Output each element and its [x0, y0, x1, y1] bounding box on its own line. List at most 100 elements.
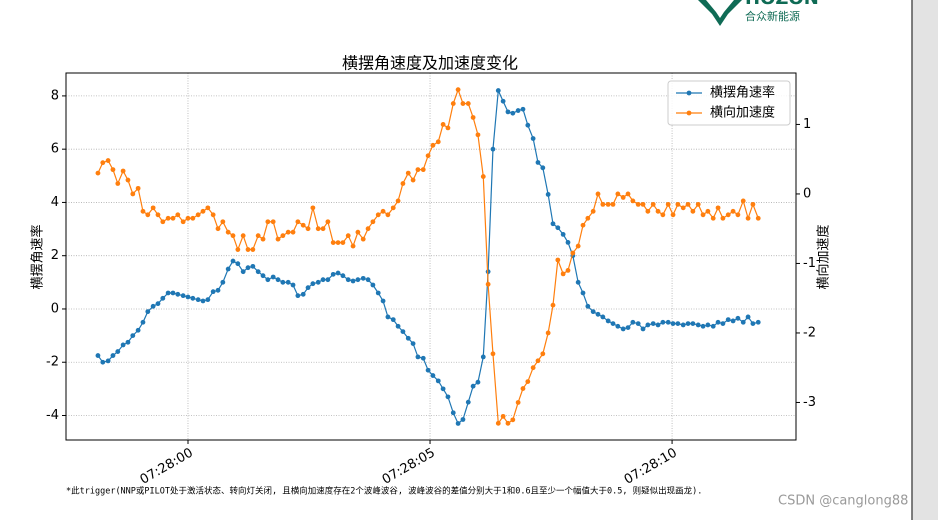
- series-marker: [480, 174, 486, 179]
- series-marker: [455, 421, 461, 426]
- series-marker: [365, 226, 371, 232]
- series-marker: [500, 98, 506, 104]
- series-marker: [305, 226, 311, 232]
- series-marker: [455, 87, 461, 93]
- series-marker: [645, 208, 651, 214]
- y-tick-label: 4: [51, 195, 59, 210]
- x-tick-label: 07:28:10: [622, 446, 680, 488]
- y2-axis-label: 横向加速度: [816, 224, 832, 289]
- series-marker: [700, 323, 706, 329]
- series-marker: [625, 325, 631, 331]
- series-marker: [660, 319, 666, 325]
- series-marker: [185, 215, 191, 221]
- series-marker: [370, 282, 376, 288]
- series-marker: [385, 314, 391, 320]
- series-marker: [545, 192, 551, 197]
- series-marker: [345, 277, 351, 283]
- series-marker: [575, 243, 581, 249]
- series-marker: [750, 321, 756, 327]
- series-marker: [565, 239, 571, 245]
- series-marker: [460, 417, 466, 422]
- series-marker: [750, 201, 756, 207]
- series-marker: [140, 208, 146, 214]
- series-marker: [475, 132, 481, 138]
- x-tick-label: 07:28:00: [138, 446, 196, 488]
- series-marker: [555, 257, 561, 263]
- series-marker: [695, 201, 701, 207]
- side-panel: [912, 0, 938, 520]
- series-marker: [625, 191, 631, 197]
- series-marker: [615, 191, 621, 197]
- series-marker: [725, 212, 731, 218]
- series-marker: [275, 277, 281, 283]
- series-marker: [675, 321, 681, 327]
- series-marker: [200, 298, 206, 304]
- series-marker: [275, 236, 281, 242]
- series-marker: [450, 101, 456, 106]
- series-marker: [665, 201, 671, 207]
- series-marker: [230, 233, 236, 239]
- series-marker: [635, 321, 641, 327]
- series-marker: [290, 282, 296, 288]
- series-marker: [515, 400, 521, 405]
- series-marker: [710, 323, 716, 329]
- series-marker: [210, 289, 216, 295]
- series-marker: [520, 106, 526, 112]
- series-marker: [585, 215, 591, 221]
- logo-icon: [698, 0, 742, 26]
- series-marker: [550, 302, 556, 308]
- series-marker: [340, 240, 346, 245]
- series-marker: [180, 219, 186, 225]
- series-line: [97, 87, 759, 426]
- series-marker: [745, 215, 751, 221]
- series-marker: [655, 322, 661, 328]
- series-marker: [650, 321, 656, 327]
- series-marker: [280, 233, 286, 239]
- series-marker: [230, 258, 236, 264]
- series-marker: [400, 329, 406, 335]
- series-marker: [450, 410, 456, 416]
- series-marker: [415, 167, 421, 173]
- series-marker: [645, 322, 651, 328]
- series-marker: [745, 314, 751, 320]
- series-marker: [525, 379, 531, 385]
- series-marker: [380, 208, 386, 214]
- series-marker: [525, 122, 531, 128]
- series-marker: [150, 205, 156, 211]
- series-marker: [715, 205, 721, 211]
- series-marker: [200, 208, 206, 214]
- series-marker: [735, 212, 741, 218]
- series-marker: [710, 215, 716, 221]
- series-marker: [115, 181, 121, 186]
- series-marker: [295, 293, 301, 299]
- series-marker: [640, 326, 646, 332]
- series-marker: [490, 146, 496, 152]
- series-marker: [285, 229, 291, 235]
- series-marker: [190, 295, 196, 301]
- series-marker: [305, 285, 311, 291]
- series-marker: [175, 212, 181, 218]
- series-marker: [630, 198, 636, 204]
- series-marker: [270, 274, 276, 280]
- series-marker: [175, 291, 181, 297]
- series-marker: [160, 219, 166, 225]
- series-marker: [585, 303, 591, 309]
- series-marker: [365, 277, 371, 283]
- series-marker: [285, 279, 291, 285]
- series-marker: [295, 219, 301, 225]
- series-marker: [105, 358, 111, 364]
- series-marker: [610, 321, 616, 327]
- series-marker: [265, 219, 271, 225]
- series-marker: [670, 212, 676, 218]
- series-marker: [125, 339, 131, 345]
- series-marker: [260, 273, 266, 279]
- y2-tick-label: 0: [803, 186, 811, 201]
- footnote: *此trigger(NNP或PILOT处于激活状态、转向灯关闭, 且横向加速度存…: [66, 486, 702, 497]
- y-tick-label: 2: [51, 248, 59, 263]
- series-marker: [290, 229, 296, 235]
- series-marker: [130, 333, 136, 338]
- series-marker: [515, 108, 521, 113]
- series-marker: [720, 321, 726, 327]
- series-marker: [680, 322, 686, 328]
